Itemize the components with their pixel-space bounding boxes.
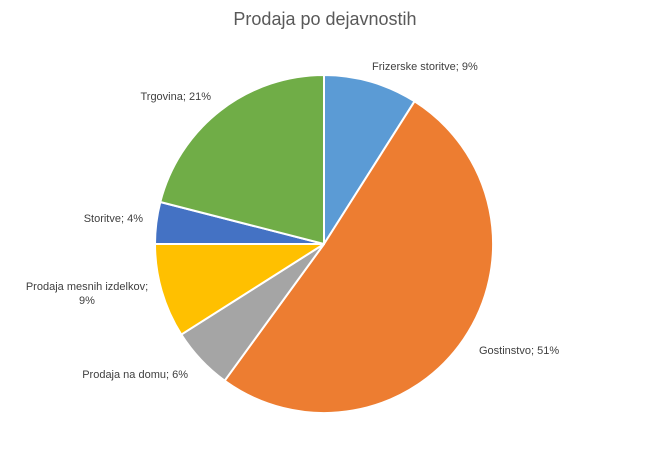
pie-slices [154,74,495,415]
data-label-frizerske-storitve: Frizerske storitve; 9% [372,61,478,73]
pie-slice-gostinstvo [223,100,495,415]
data-label-gostinstvo: Gostinstvo; 51% [479,345,559,357]
data-label-prodaja-mesnih-izdelkov: Prodaja mesnih izdelkov; 9% [26,281,148,307]
pie-slice-prodaja-mesnih-izdelkov [154,243,325,336]
pie-slice-frizerske-storitve [323,74,416,245]
pie-slice-trgovina [159,74,325,245]
data-label-storitve: Storitve; 4% [84,213,144,225]
data-label-trgovina: Trgovina; 21% [140,91,211,103]
data-label-prodaja-na-domu: Prodaja na domu; 6% [82,369,188,381]
pie-labels: Frizerske storitve; 9% Gostinstvo; 51% Pro… [26,61,559,381]
chart-title: Prodaja po dejavnostih [233,9,417,29]
